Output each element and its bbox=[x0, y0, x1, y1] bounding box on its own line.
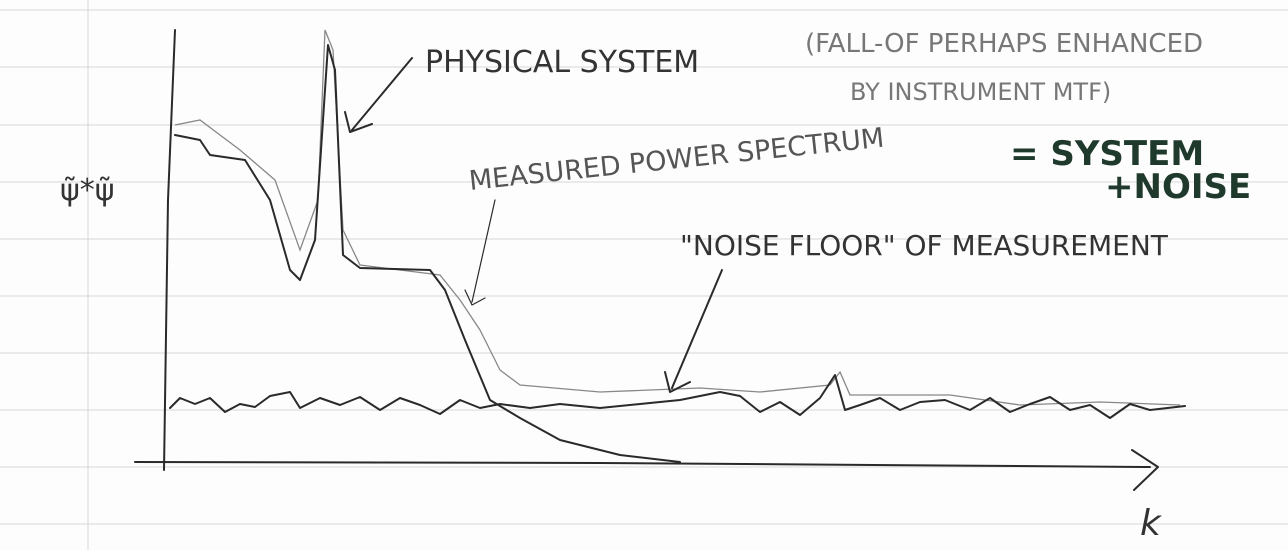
x-axis-label: k bbox=[1140, 503, 1163, 544]
arrows bbox=[345, 58, 722, 392]
x-axis bbox=[135, 462, 1150, 467]
equation: +NOISE bbox=[1105, 167, 1251, 207]
fall-off-note: (FALL-OF PERHAPS ENHANCED bbox=[805, 29, 1203, 59]
sketch: ψ̃*ψ̃ k PHYSICAL SYSTEM (FALL-OF PERHAPS… bbox=[0, 0, 1288, 550]
physical-system-label: PHYSICAL SYSTEM bbox=[425, 45, 699, 80]
x-arrowhead bbox=[1132, 450, 1158, 490]
physical-system-curve bbox=[175, 45, 680, 462]
measured-spectrum-label: MEASURED POWER SPECTRUM bbox=[467, 123, 885, 197]
noise-floor-curve bbox=[170, 375, 1185, 418]
noise-floor-label: "NOISE FLOOR" OF MEASUREMENT bbox=[680, 229, 1169, 262]
fall-off-note: BY INSTRUMENT MTF) bbox=[850, 78, 1111, 106]
y-axis-label: ψ̃*ψ̃ bbox=[60, 173, 115, 208]
